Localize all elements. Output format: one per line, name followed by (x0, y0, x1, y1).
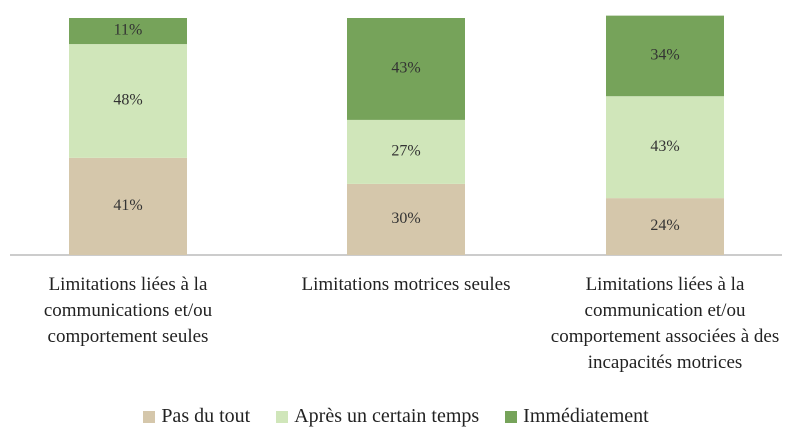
data-label: 41% (113, 197, 142, 214)
bar-segment (69, 18, 187, 45)
legend-swatch (276, 410, 289, 423)
legend-swatch (143, 410, 156, 423)
data-label: 11% (114, 22, 143, 39)
data-label: 48% (113, 92, 142, 109)
legend-swatch (505, 410, 518, 423)
legend: Pas du tout Après un certain temps Immédia… (0, 405, 792, 428)
data-label: 34% (650, 47, 679, 64)
legend-label: Pas du tout (161, 405, 251, 427)
bar-segment (347, 119, 465, 184)
bar-segment (606, 15, 724, 97)
legend-item: Pas du tout (143, 405, 250, 428)
bar-segment (347, 18, 465, 120)
bar-segment (606, 96, 724, 199)
data-label: 27% (391, 143, 420, 160)
bar-segment (69, 44, 187, 158)
data-label: 43% (391, 60, 420, 77)
legend-item: Immédiatement (505, 405, 649, 428)
legend-label: Après un certain temps (294, 405, 480, 427)
legend-item: Après un certain temps (276, 405, 479, 428)
bar-segment (69, 157, 187, 255)
data-label: 24% (650, 217, 679, 234)
bar-segment (347, 183, 465, 255)
data-label: 43% (650, 138, 679, 155)
data-label: 30% (391, 210, 420, 227)
legend-label: Immédiatement (523, 405, 649, 427)
x-tick-label: Limitations liées à la communication et/… (550, 274, 780, 373)
bar-segment (606, 198, 724, 255)
x-tick-label: Limitations liées à la communications et… (43, 274, 213, 347)
x-tick-label: Limitations motrices seules (301, 274, 511, 295)
